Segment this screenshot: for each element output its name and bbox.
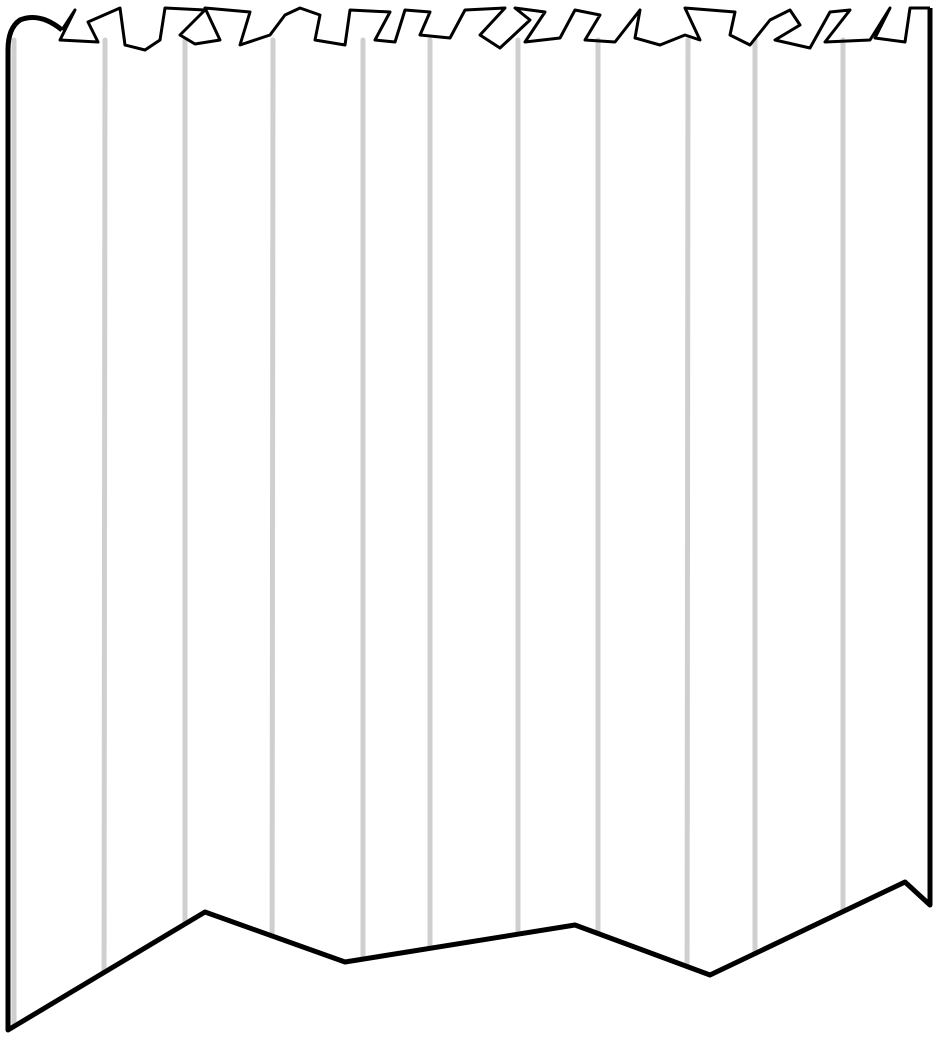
ruled-lines: [11, 37, 846, 1030]
torn-top-edge: [58, 6, 930, 52]
ruled-line: [269, 37, 276, 1030]
ruled-line: [101, 37, 108, 1030]
ruled-line: [684, 37, 691, 1030]
paper-outline: [5, 8, 933, 1033]
paper-sheet: [8, 8, 930, 1030]
